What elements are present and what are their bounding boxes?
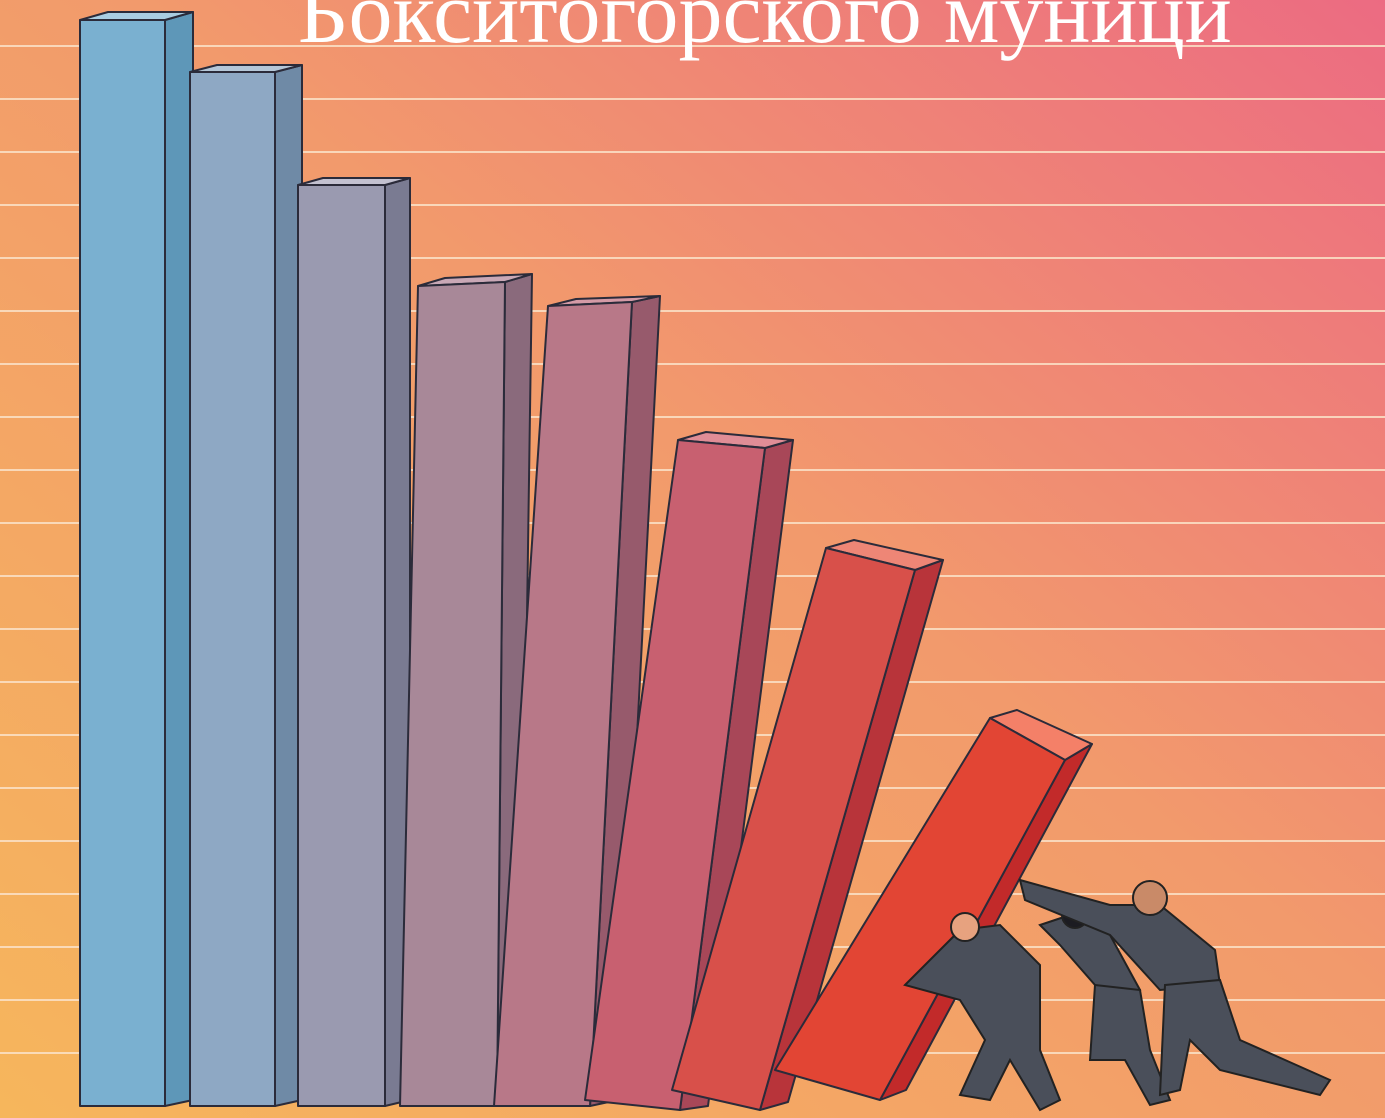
illustration: Бокситогорского муници bbox=[0, 0, 1385, 1118]
title: Бокситогорского муници bbox=[298, 0, 1232, 62]
